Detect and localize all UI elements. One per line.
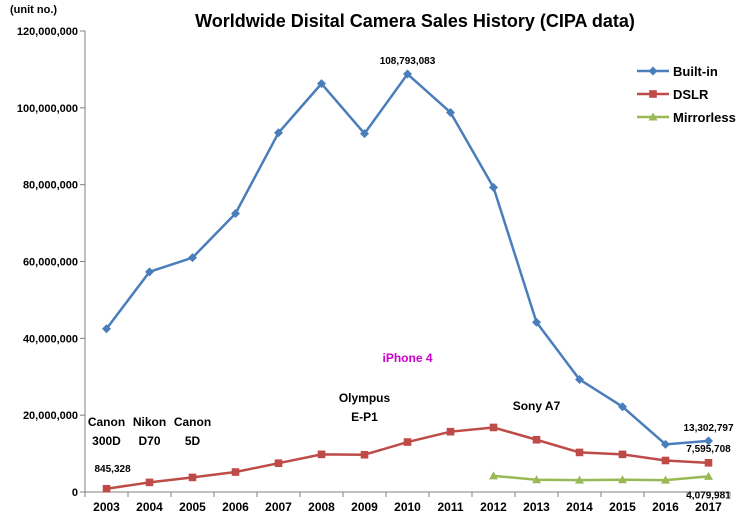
- data-point-built-in: [446, 107, 455, 117]
- legend-marker-dslr: [649, 90, 657, 98]
- data-point-built-in: [231, 208, 240, 218]
- x-tick-label: 2005: [179, 500, 206, 514]
- series-dslr: [102, 423, 713, 493]
- data-point-dslr: [274, 459, 283, 467]
- data-point-dslr: [618, 450, 627, 459]
- data-point-dslr: [575, 448, 584, 457]
- data-point-built-in: [575, 374, 584, 384]
- labels-layer: 108,793,083 845,328 13,302,797 7,595,708 4,0…: [88, 56, 734, 501]
- data-label: 4,079,981: [686, 490, 731, 501]
- data-point-dslr: [661, 456, 670, 465]
- annotation-label: Canon: [174, 415, 211, 429]
- x-tick-label: 2014: [566, 500, 593, 514]
- legend-label-mirrorless: Mirrorless: [673, 110, 736, 125]
- data-point-built-in: [317, 79, 326, 89]
- x-tick-label: 2012: [480, 500, 507, 514]
- data-point-built-in: [360, 129, 369, 139]
- data-point-mirrorless: [618, 475, 627, 484]
- y-tick-label: 100,000,000: [17, 103, 78, 115]
- annotation-label: 300D: [92, 434, 121, 448]
- data-point-dslr: [446, 427, 455, 436]
- series-line-mirrorless: [493, 474, 709, 482]
- y-tick-label: 60,000,000: [23, 257, 78, 269]
- legend-label-dslr: DSLR: [673, 87, 709, 102]
- annotation-label: Olympus: [339, 391, 391, 405]
- annotation-label: D70: [138, 434, 160, 448]
- legend-marker-built-in: [648, 66, 658, 76]
- data-point-built-in: [704, 436, 713, 446]
- data-point-built-in: [188, 253, 197, 263]
- data-point-mirrorless: [661, 475, 670, 484]
- data-point-dslr: [704, 459, 713, 467]
- y-tick-label: 20,000,000: [23, 410, 78, 422]
- chart-title: Worldwide Disital Camera Sales History (…: [195, 11, 635, 31]
- data-label: 108,793,083: [380, 56, 436, 67]
- data-point-dslr: [231, 468, 240, 476]
- data-point-mirrorless: [532, 475, 541, 484]
- data-point-built-in: [403, 69, 412, 79]
- y-tick-label: 120,000,000: [17, 26, 78, 38]
- data-point-built-in: [274, 128, 283, 138]
- y-tick-label: 40,000,000: [23, 333, 78, 345]
- data-point-dslr: [188, 473, 197, 482]
- x-tick-label: 2015: [609, 500, 636, 514]
- x-tick-label: 2009: [351, 500, 378, 514]
- data-point-mirrorless: [489, 471, 498, 480]
- x-tick-label: 2013: [523, 500, 550, 514]
- legend-label-built-in: Built-in: [673, 64, 718, 79]
- data-point-built-in: [145, 267, 154, 277]
- data-point-dslr: [360, 450, 369, 459]
- legend-marker-mirrorless: [648, 112, 658, 121]
- series-mirrorless: [489, 471, 713, 484]
- series-built-in: [102, 69, 713, 449]
- legend: Built-in DSLR Mirrorless: [637, 64, 736, 125]
- x-tick-label: 2011: [437, 500, 463, 514]
- data-point-dslr: [102, 484, 111, 493]
- annotation-label: Sony A7: [513, 399, 561, 413]
- x-tick-label: 2017: [695, 500, 722, 514]
- data-point-built-in: [532, 317, 541, 327]
- x-tick-label: 2007: [265, 500, 292, 514]
- data-point-built-in: [661, 439, 670, 449]
- data-point-built-in: [618, 402, 627, 412]
- data-label: 7,595,708: [686, 444, 731, 455]
- x-tick-label: 2003: [93, 500, 120, 514]
- y-tick-label: 80,000,000: [23, 180, 78, 192]
- x-tick-label: 2008: [308, 500, 335, 514]
- data-point-dslr: [317, 450, 326, 459]
- axes: 0 20,000,000 40,000,000 60,000,000 80,000,00…: [17, 26, 731, 514]
- x-tick-label: 2006: [222, 500, 249, 514]
- x-tick-label: 2004: [136, 500, 163, 514]
- series-layer: [102, 69, 713, 493]
- annotation-label: E-P1: [351, 410, 378, 424]
- data-point-dslr: [532, 435, 541, 444]
- data-label: 13,302,797: [683, 423, 733, 434]
- x-tick-label: 2016: [652, 500, 679, 514]
- data-point-built-in: [489, 182, 498, 192]
- y-tick-label: 0: [72, 487, 78, 499]
- data-label: 845,328: [95, 464, 132, 475]
- unit-label: (unit no.): [10, 4, 57, 16]
- data-point-mirrorless: [704, 471, 713, 480]
- series-line-built-in: [105, 72, 709, 446]
- data-point-dslr: [403, 438, 412, 446]
- x-tick-label: 2010: [394, 500, 421, 514]
- data-point-dslr: [145, 478, 154, 487]
- annotation-label: Canon: [88, 415, 125, 429]
- data-point-mirrorless: [575, 475, 584, 484]
- annotation-label: Nikon: [133, 415, 166, 429]
- data-point-built-in: [102, 324, 111, 334]
- data-point-dslr: [489, 423, 498, 432]
- annotation-label: 5D: [185, 434, 201, 448]
- annotation-label: iPhone 4: [382, 351, 432, 365]
